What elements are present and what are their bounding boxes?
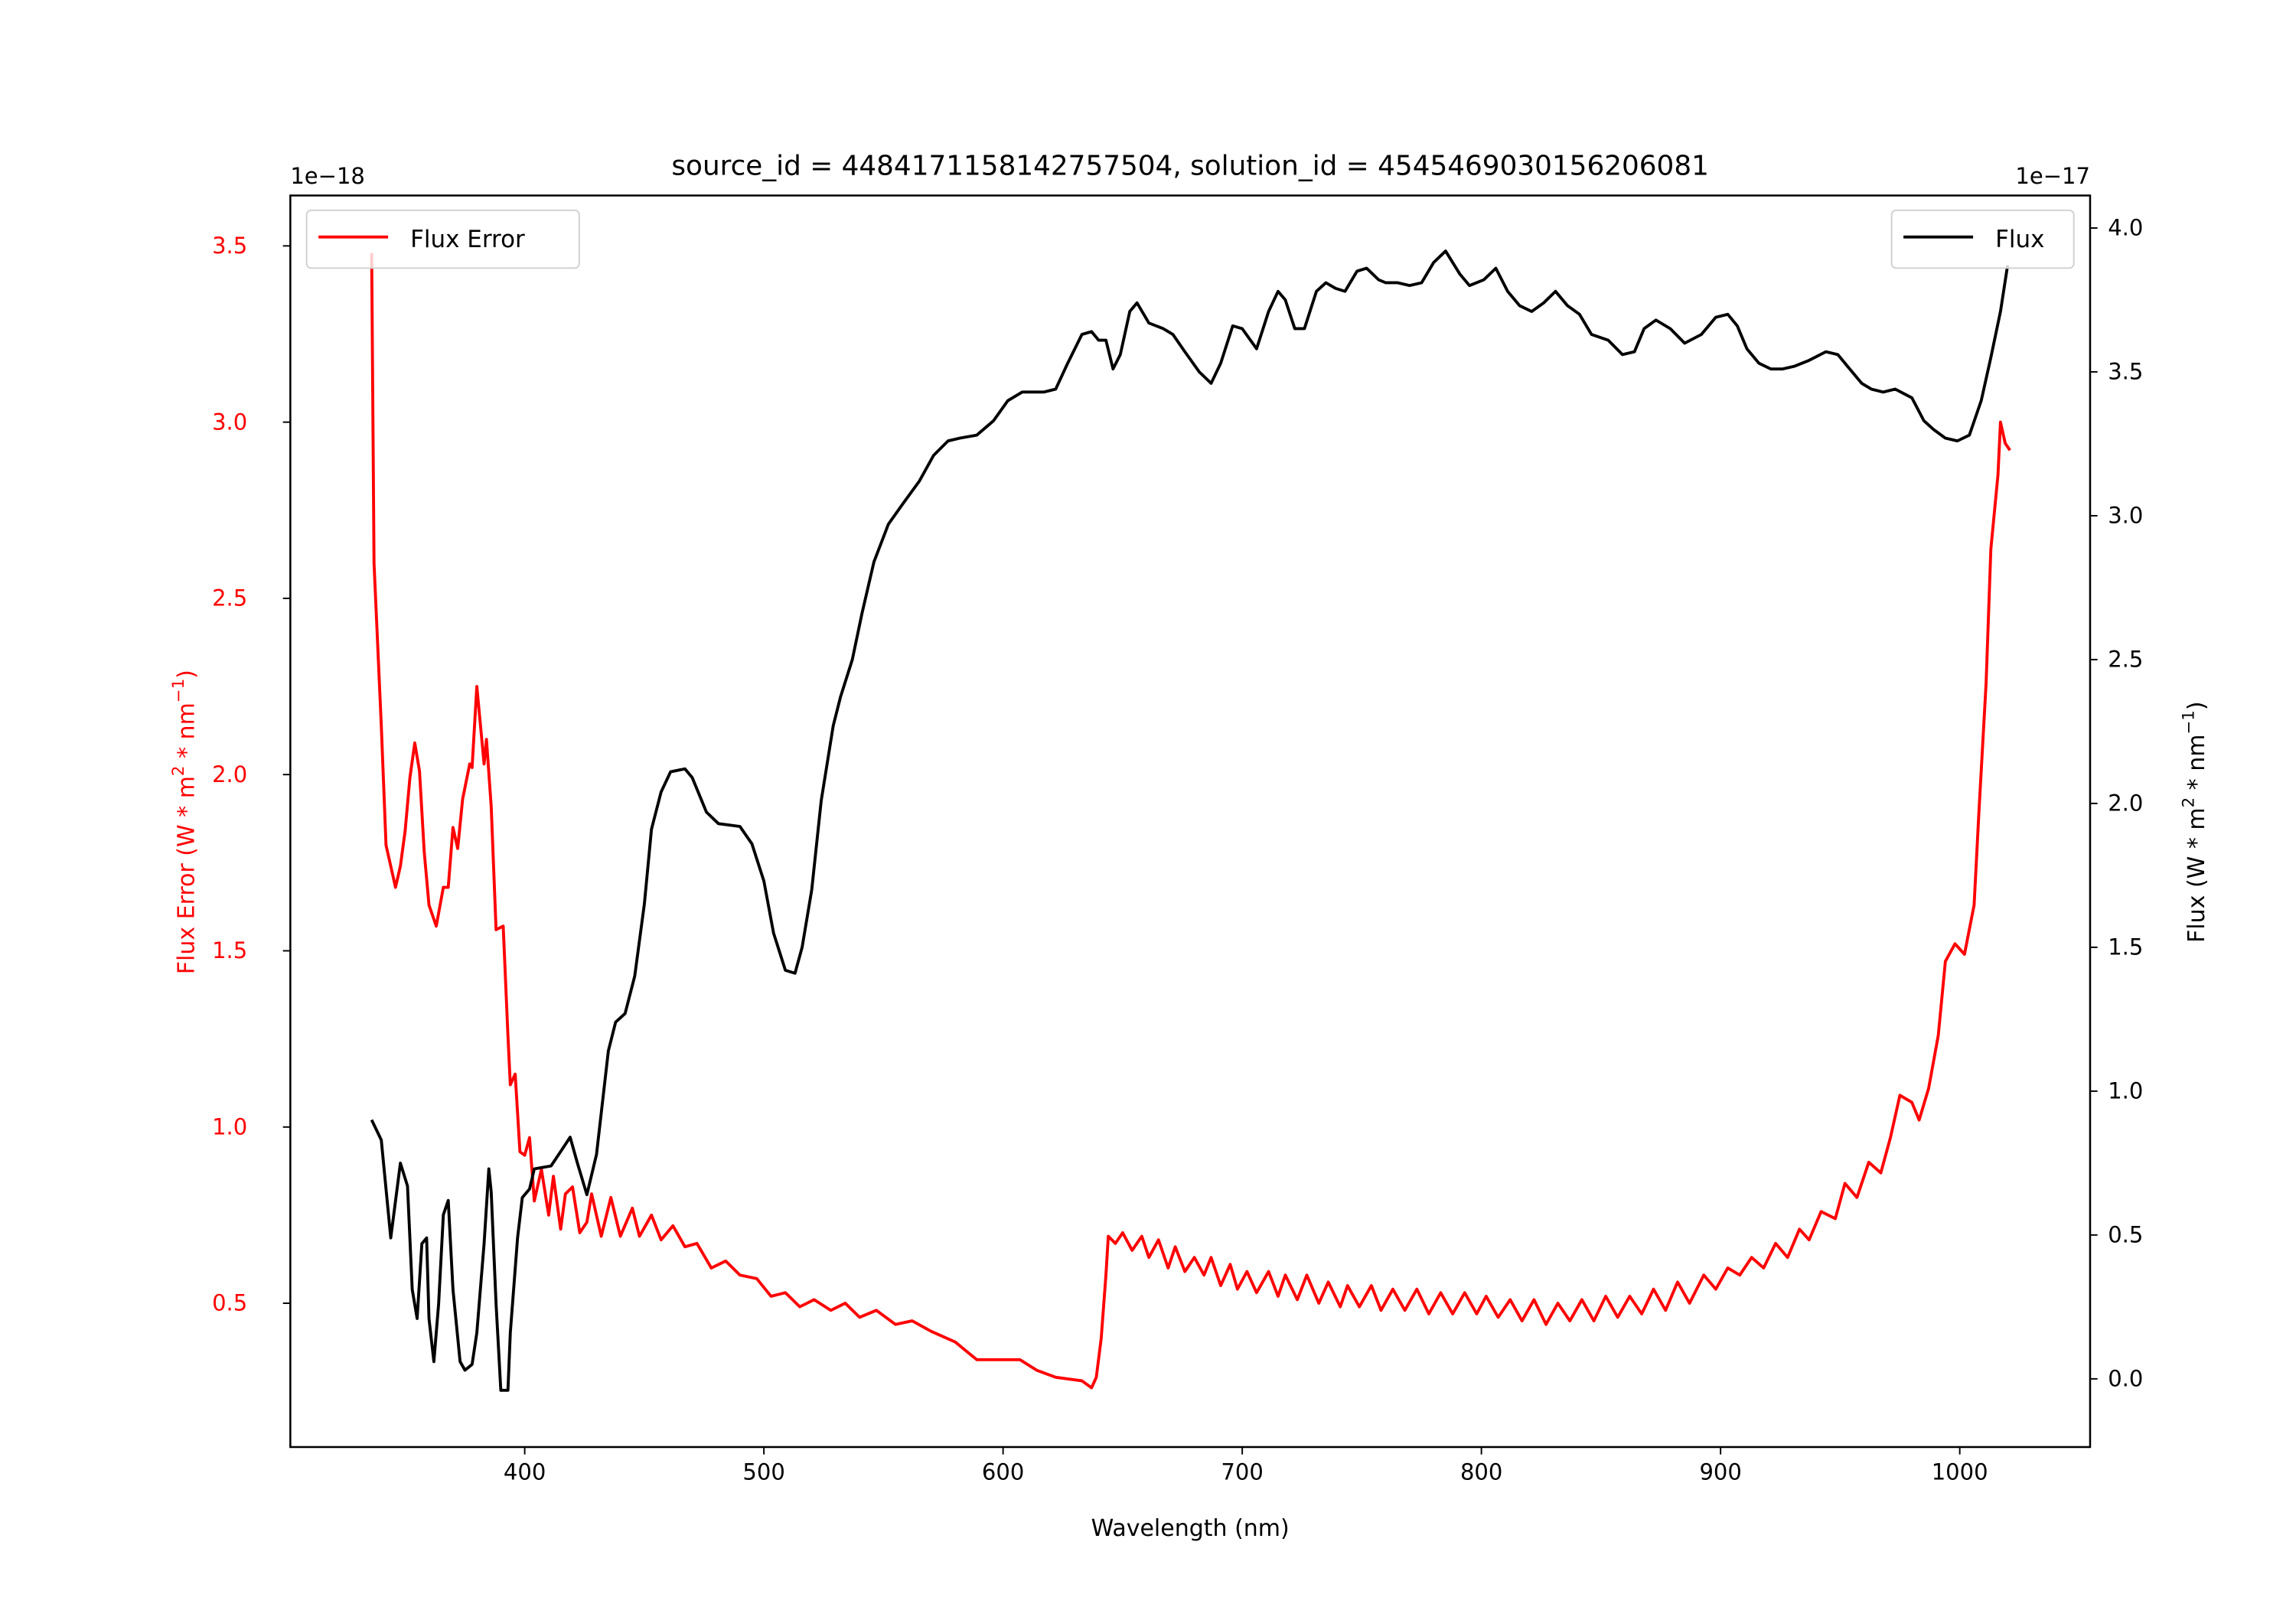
left-y-label-part: * nm <box>174 702 201 765</box>
x-tick-label: 500 <box>742 1459 784 1485</box>
right-y-tick-label: 3.0 <box>2108 503 2143 529</box>
legend-box <box>305 209 580 269</box>
left-y-tick-label: 1.5 <box>212 937 247 963</box>
right-y-label-part: Flux (W * m <box>2183 807 2210 943</box>
x-tick-label: 1000 <box>1932 1459 1988 1485</box>
right-y-tick-label: 0.5 <box>2108 1222 2143 1248</box>
left-y-tick-label: 2.5 <box>212 585 247 611</box>
right-y-tick-label: 0.0 <box>2108 1366 2143 1392</box>
left-y-tick-label: 3.5 <box>212 233 247 259</box>
left-y-tick-label: 3.0 <box>212 409 247 435</box>
x-tick-label: 900 <box>1699 1459 1741 1485</box>
right-y-tick-label: 1.0 <box>2108 1078 2143 1104</box>
right-y-tick-label: 4.0 <box>2108 215 2143 241</box>
x-tick-label: 400 <box>504 1459 546 1485</box>
right-axis-offset: 1e−17 <box>2015 163 2090 189</box>
right-y-tick-label: 1.5 <box>2108 934 2143 960</box>
ticks-layer: 400 500 600 700 800 900 1000 0.5 1.0 1.5 2.0 2.5 3.0… <box>212 215 2143 1485</box>
left-y-tick-label: 0.5 <box>212 1290 247 1316</box>
plot-frame <box>289 194 2092 1449</box>
right-y-label-sup: 2 <box>2179 797 2198 808</box>
right-y-axis-label: Flux (W * m2 * nm−1) <box>2179 701 2210 943</box>
x-tick-label: 800 <box>1460 1459 1502 1485</box>
left-axis-offset: 1e−18 <box>290 163 365 189</box>
right-y-tick-label: 2.0 <box>2108 790 2143 817</box>
right-y-label-sup: −1 <box>2179 710 2198 734</box>
legend-flux: Flux <box>1890 209 2075 269</box>
left-y-label-sup: −1 <box>169 679 188 702</box>
right-y-tick-label: 2.5 <box>2108 647 2143 673</box>
left-y-tick-label: 2.0 <box>212 761 247 787</box>
legend-label: Flux Error <box>410 226 525 253</box>
series-layer <box>370 249 2011 1392</box>
legend-label: Flux <box>1995 226 2044 253</box>
legend-box <box>1890 209 2075 269</box>
chart-title: source_id = 4484171158142757504, solutio… <box>671 150 1708 181</box>
right-y-label-part: ) <box>2183 701 2210 710</box>
left-y-axis-label: Flux Error (W * m2 * nm−1) <box>169 670 201 974</box>
left-y-label-part: Flux Error (W * m <box>174 776 201 974</box>
x-tick-label: 700 <box>1221 1459 1263 1485</box>
x-tick-label: 600 <box>982 1459 1024 1485</box>
left-y-tick-label: 1.0 <box>212 1113 247 1139</box>
legend-flux-error: Flux Error <box>305 209 580 269</box>
right-y-tick-label: 3.5 <box>2108 359 2143 385</box>
series-line-flux-error <box>370 253 2011 1390</box>
x-axis-label: Wavelength (nm) <box>1091 1515 1290 1542</box>
left-y-label-part: ) <box>174 670 201 679</box>
right-y-label-part: * nm <box>2183 735 2210 797</box>
left-y-label-sup: 2 <box>169 766 188 777</box>
series-line-flux <box>370 249 2010 1392</box>
